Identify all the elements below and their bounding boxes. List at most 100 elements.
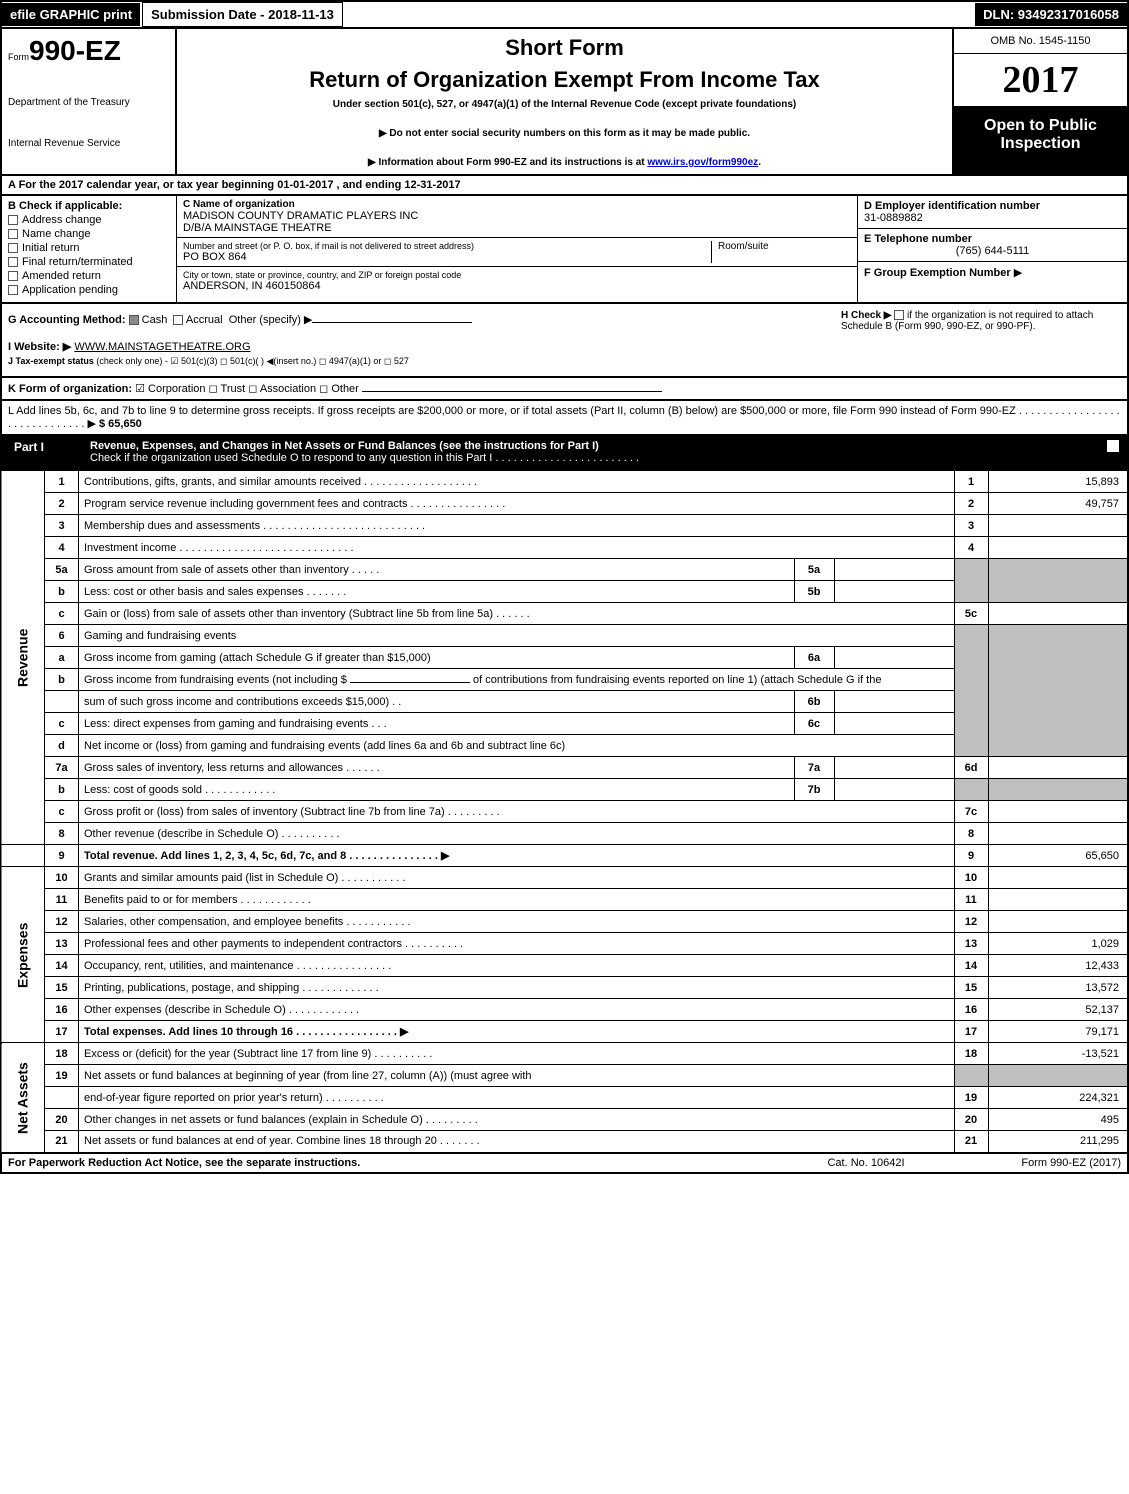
checkbox-icon[interactable] bbox=[8, 215, 18, 225]
line-7c-desc: Gross profit or (loss) from sales of inv… bbox=[79, 801, 955, 823]
checkbox-icon[interactable] bbox=[8, 285, 18, 295]
line-15-num: 15 bbox=[45, 977, 79, 999]
row-bc: B Check if applicable: Address change Na… bbox=[0, 196, 1129, 304]
line-6a-desc: Gross income from gaming (attach Schedul… bbox=[79, 647, 795, 669]
line-12-num: 12 bbox=[45, 911, 79, 933]
section-def: D Employer identification number 31-0889… bbox=[857, 196, 1127, 302]
line-6b2-desc: sum of such gross income and contributio… bbox=[79, 691, 795, 713]
addr-value: PO BOX 864 bbox=[183, 251, 711, 263]
checkbox-icon[interactable] bbox=[8, 257, 18, 267]
line-1-num: 1 bbox=[45, 471, 79, 493]
notice-info: ▶ Information about Form 990-EZ and its … bbox=[187, 157, 942, 168]
line-7a-sub: 7a bbox=[794, 757, 834, 779]
section-b-label: B Check if applicable: bbox=[8, 200, 170, 212]
tax-year-begin: 01-01-2017 bbox=[277, 179, 333, 191]
line-8-num: 8 bbox=[45, 823, 79, 845]
line-2-desc: Program service revenue including govern… bbox=[79, 493, 955, 515]
line-5b-subval bbox=[834, 581, 954, 603]
line-5c-amt bbox=[988, 603, 1128, 625]
header-left: Form990-EZ Department of the Treasury In… bbox=[2, 29, 177, 174]
line-7c-num: c bbox=[45, 801, 79, 823]
line-18-num: 18 bbox=[45, 1043, 79, 1065]
line-6b-desc: Gross income from fundraising events (no… bbox=[79, 669, 955, 691]
shaded-cell bbox=[954, 779, 988, 801]
line-7a-num: 7a bbox=[45, 757, 79, 779]
line-7b-desc: Less: cost of goods sold . . . . . . . .… bbox=[79, 779, 795, 801]
line-3-num: 3 bbox=[45, 515, 79, 537]
revenue-side-label: Revenue bbox=[1, 471, 45, 845]
notice-info-pre: ▶ Information about Form 990-EZ and its … bbox=[368, 157, 647, 168]
addr-row: Number and street (or P. O. box, if mail… bbox=[177, 238, 857, 267]
line-11-amt bbox=[988, 889, 1128, 911]
footer-right: Form 990-EZ (2017) bbox=[941, 1157, 1121, 1169]
line-8-amt bbox=[988, 823, 1128, 845]
form-number: 990-EZ bbox=[29, 35, 121, 66]
line-9-amt: 65,650 bbox=[988, 845, 1128, 867]
line-21-amt: 211,295 bbox=[988, 1131, 1128, 1153]
line-21-num: 21 bbox=[45, 1131, 79, 1153]
shaded-cell bbox=[988, 625, 1128, 757]
line-6b2-num bbox=[45, 691, 79, 713]
line-20-amt: 495 bbox=[988, 1109, 1128, 1131]
line-6c-subval bbox=[834, 713, 954, 735]
shaded-cell bbox=[954, 625, 988, 757]
footer-left: For Paperwork Reduction Act Notice, see … bbox=[8, 1157, 791, 1169]
line-19b-num bbox=[45, 1087, 79, 1109]
line-11-num: 11 bbox=[45, 889, 79, 911]
checkbox-icon[interactable] bbox=[8, 229, 18, 239]
part-1-checkbox-icon[interactable] bbox=[1107, 440, 1119, 452]
checkbox-h-icon[interactable] bbox=[894, 310, 904, 320]
line-12-amt bbox=[988, 911, 1128, 933]
line-19b-amt: 224,321 bbox=[988, 1087, 1128, 1109]
omb-number: OMB No. 1545-1150 bbox=[954, 29, 1127, 54]
line-4-amt bbox=[988, 537, 1128, 559]
line-19-desc: Net assets or fund balances at beginning… bbox=[79, 1065, 955, 1087]
line-19b-n: 19 bbox=[954, 1087, 988, 1109]
form990ez-link[interactable]: www.irs.gov/form990ez bbox=[647, 157, 758, 168]
city-label: City or town, state or province, country… bbox=[183, 270, 851, 280]
section-e: E Telephone number (765) 644-5111 bbox=[858, 229, 1127, 262]
line-6a-num: a bbox=[45, 647, 79, 669]
checkbox-accrual-icon[interactable] bbox=[173, 315, 183, 325]
line-17-n: 17 bbox=[954, 1021, 988, 1043]
line-10-desc: Grants and similar amounts paid (list in… bbox=[79, 867, 955, 889]
line-7b-num: b bbox=[45, 779, 79, 801]
section-h: H Check ▶ if the organization is not req… bbox=[841, 310, 1121, 370]
line-2-amt: 49,757 bbox=[988, 493, 1128, 515]
line-13-amt: 1,029 bbox=[988, 933, 1128, 955]
org-name-1: MADISON COUNTY DRAMATIC PLAYERS INC bbox=[183, 210, 851, 222]
shaded-cell bbox=[988, 559, 1128, 603]
line-20-n: 20 bbox=[954, 1109, 988, 1131]
section-k: K Form of organization: ☑ Corporation ◻ … bbox=[0, 378, 1129, 401]
tax-year-end: 12-31-2017 bbox=[404, 179, 460, 191]
line-5a-desc: Gross amount from sale of assets other t… bbox=[79, 559, 795, 581]
line-18-n: 18 bbox=[954, 1043, 988, 1065]
line-4-num: 4 bbox=[45, 537, 79, 559]
line-15-n: 15 bbox=[954, 977, 988, 999]
gross-receipts-value: $ 65,650 bbox=[99, 418, 142, 430]
section-a-mid: , and ending bbox=[337, 179, 405, 191]
line-6c-sub: 6c bbox=[794, 713, 834, 735]
line-6c-num: c bbox=[45, 713, 79, 735]
line-17-num: 17 bbox=[45, 1021, 79, 1043]
org-name-row: C Name of organization MADISON COUNTY DR… bbox=[177, 196, 857, 238]
org-name-2: D/B/A MAINSTAGE THEATRE bbox=[183, 222, 851, 234]
notice-ssn: ▶ Do not enter social security numbers o… bbox=[187, 128, 942, 139]
line-2-num: 2 bbox=[45, 493, 79, 515]
line-1-desc: Contributions, gifts, grants, and simila… bbox=[79, 471, 955, 493]
section-g: G Accounting Method: Cash Accrual Other … bbox=[8, 313, 841, 326]
gh-left: G Accounting Method: Cash Accrual Other … bbox=[8, 310, 841, 370]
checkbox-icon[interactable] bbox=[8, 271, 18, 281]
line-5a-num: 5a bbox=[45, 559, 79, 581]
expenses-side-label: Expenses bbox=[1, 867, 45, 1043]
line-6a-subval bbox=[834, 647, 954, 669]
checkbox-cash-icon[interactable] bbox=[129, 315, 139, 325]
line-3-amt bbox=[988, 515, 1128, 537]
line-6d-amt bbox=[988, 757, 1128, 779]
checkbox-icon[interactable] bbox=[8, 243, 18, 253]
section-a-pre: A For the 2017 calendar year, or tax yea… bbox=[8, 179, 277, 191]
cb-final-return: Final return/terminated bbox=[8, 256, 170, 268]
line-16-num: 16 bbox=[45, 999, 79, 1021]
line-6-num: 6 bbox=[45, 625, 79, 647]
netassets-side-label: Net Assets bbox=[1, 1043, 45, 1153]
